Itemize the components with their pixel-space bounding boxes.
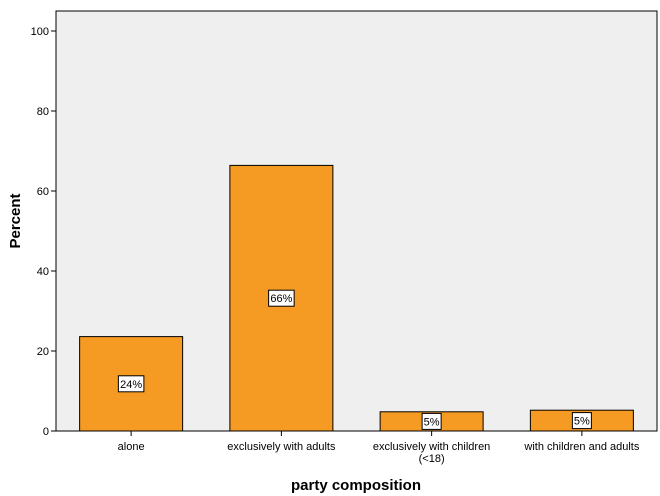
y-axis-ticks: 0 20 40 60 80 100 — [31, 26, 56, 438]
y-tick-label: 0 — [43, 426, 49, 438]
x-tick-label: with children and adults — [523, 441, 639, 453]
y-tick-label: 20 — [37, 346, 49, 358]
x-tick-label: (<18) — [419, 453, 445, 465]
y-tick-label: 60 — [37, 186, 49, 198]
y-tick-label: 80 — [37, 106, 49, 118]
x-tick-label: exclusively with children — [373, 441, 490, 453]
data-label: 66% — [270, 293, 292, 305]
x-axis-category-labels: alone exclusively with adults exclusively … — [118, 431, 640, 465]
x-axis-title: party composition — [291, 477, 421, 494]
bars: 24% 66% 5% 5% — [79, 164, 634, 432]
data-label-box — [421, 412, 442, 430]
y-axis-title: Percent — [7, 193, 24, 248]
data-label-box — [268, 289, 295, 307]
y-tick-label: 40 — [37, 266, 49, 278]
data-label: 24% — [120, 379, 142, 391]
x-tick-label: alone — [118, 441, 145, 453]
data-label-box — [117, 375, 145, 393]
data-label: 5% — [424, 416, 440, 428]
x-tick-label: exclusively with adults — [227, 441, 336, 453]
data-label: 5% — [574, 416, 590, 428]
y-tick-label: 100 — [31, 26, 49, 38]
data-label-box — [571, 412, 592, 430]
